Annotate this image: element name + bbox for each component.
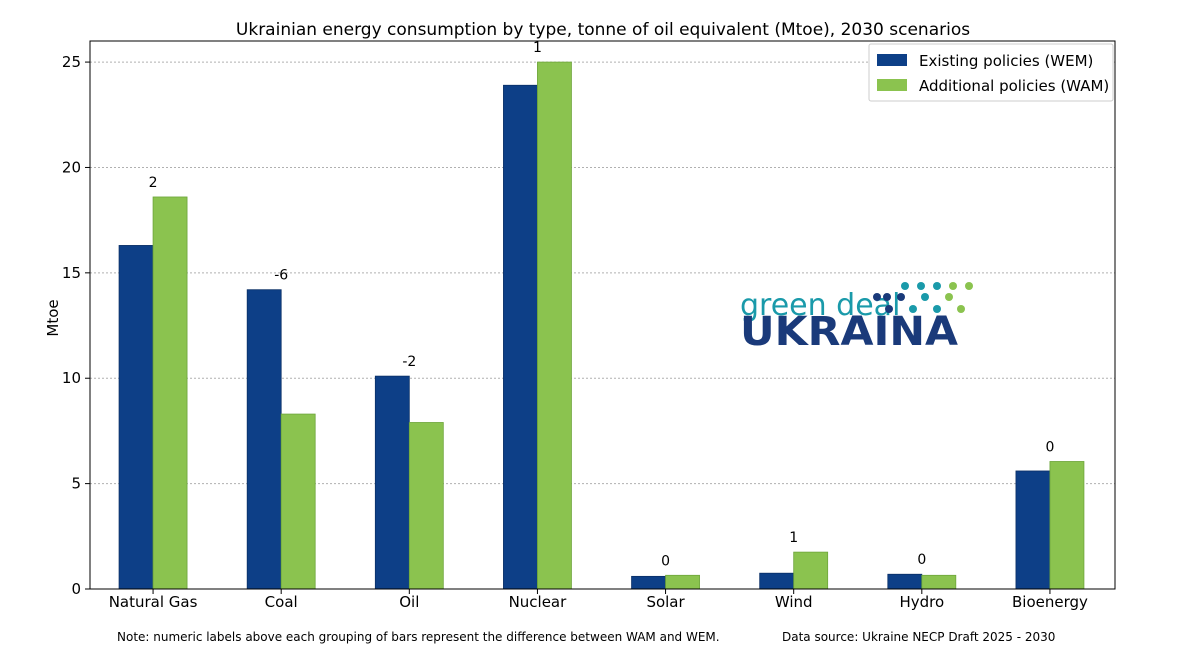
- bar-wam: [280, 413, 316, 590]
- logo-dot: [883, 293, 891, 301]
- y-tick-label: 10: [62, 369, 81, 387]
- logo-dot: [897, 293, 905, 301]
- x-tick-label: Bioenergy: [1012, 593, 1088, 611]
- y-tick-label: 0: [71, 580, 81, 598]
- difference-label: 1: [789, 530, 798, 546]
- y-axis-label: Mtoe: [44, 299, 62, 336]
- logo-text-ukraina: UKRAINA: [740, 309, 958, 355]
- logo-dot: [917, 282, 925, 290]
- legend-label-wem: Existing policies (WEM): [919, 52, 1093, 70]
- difference-labels: 2 -6 -2 1 0 1 0 0: [149, 40, 1055, 569]
- logo-dot: [873, 293, 881, 301]
- x-tick-label: Oil: [399, 593, 419, 611]
- bar-wem: [503, 84, 538, 590]
- logo-dot: [945, 293, 953, 301]
- legend: Existing policies (WEM) Additional polic…: [868, 43, 1114, 102]
- logo-dot: [933, 305, 941, 313]
- difference-label: 0: [661, 553, 670, 569]
- difference-label: 0: [917, 552, 926, 568]
- difference-label: 2: [149, 175, 158, 191]
- logo-dot: [965, 282, 973, 290]
- logo-dot: [949, 282, 957, 290]
- difference-label: 0: [1045, 439, 1054, 455]
- logo-dot: [933, 282, 941, 290]
- bar-wam: [152, 196, 188, 590]
- bar-wam: [921, 574, 957, 590]
- y-tick-label: 5: [71, 475, 81, 493]
- y-axis-ticks: 0 5 10 15 20 25: [62, 53, 90, 598]
- bar-wem: [374, 375, 410, 590]
- y-tick-label: 15: [62, 264, 81, 282]
- grid-lines: [90, 61, 1115, 485]
- logo-dot: [909, 305, 917, 313]
- logo-dot: [957, 305, 965, 313]
- x-tick-label: Hydro: [899, 593, 944, 611]
- logo-dot: [885, 305, 893, 313]
- logo-dots-icon: [873, 282, 973, 313]
- green-deal-ukraina-logo: green deal UKRAINA: [740, 282, 973, 355]
- data-source: Data source: Ukraine NECP Draft 2025 - 2…: [782, 630, 1055, 644]
- bar-wem: [631, 575, 666, 590]
- difference-label: 1: [533, 40, 542, 56]
- bar-wem: [759, 572, 795, 590]
- legend-swatch-wem: [877, 54, 907, 66]
- footnote: Note: numeric labels above each grouping…: [117, 630, 720, 644]
- x-tick-label: Solar: [646, 593, 685, 611]
- bar-wem: [246, 289, 282, 590]
- difference-label: -2: [402, 354, 416, 370]
- x-axis-ticks: Natural Gas Coal Oil Nuclear Solar Wind Hydro B…: [109, 589, 1088, 611]
- bar-wam: [665, 574, 700, 590]
- bar-wam: [793, 551, 829, 590]
- x-tick-label: Wind: [775, 593, 813, 611]
- bar-wem: [118, 245, 154, 590]
- legend-box: [868, 43, 1114, 102]
- bar-wem: [887, 573, 923, 590]
- legend-swatch-wam: [877, 79, 907, 91]
- logo-dot: [921, 293, 929, 301]
- bars: [118, 61, 1085, 590]
- x-tick-label: Coal: [265, 593, 298, 611]
- chart-title: Ukrainian energy consumption by type, to…: [236, 20, 970, 40]
- plot-frame: [89, 40, 1116, 590]
- x-tick-label: Natural Gas: [109, 593, 198, 611]
- bar-wam: [1049, 461, 1085, 590]
- x-tick-label: Nuclear: [509, 593, 568, 611]
- bar-wam: [408, 422, 444, 590]
- logo-text-green-deal: green deal: [740, 288, 900, 323]
- y-tick-label: 20: [62, 158, 81, 176]
- bar-wam: [537, 61, 572, 590]
- bar-wem: [1015, 470, 1051, 590]
- difference-label: -6: [274, 268, 288, 284]
- legend-label-wam: Additional policies (WAM): [919, 77, 1109, 95]
- y-tick-label: 25: [62, 53, 81, 71]
- logo-dot: [901, 282, 909, 290]
